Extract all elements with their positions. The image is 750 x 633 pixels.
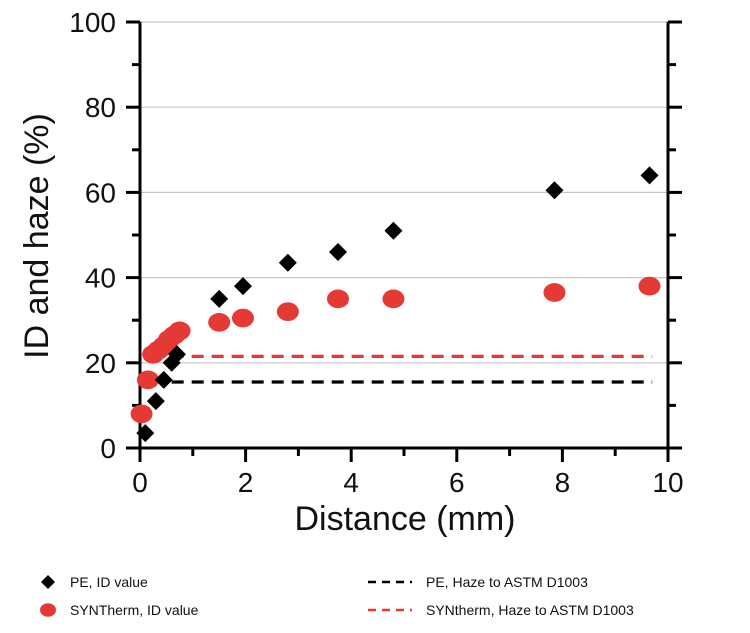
- pe-point-6: [233, 277, 252, 296]
- y-tick-label-60: 60: [85, 177, 116, 208]
- legend-marker-syntherm: [40, 603, 56, 617]
- legend-label-3: SYNtherm, Haze to ASTM D1003: [426, 602, 634, 618]
- tick-labels: 0 20 40 60 80 100 0 2 4 6 8 10: [69, 7, 683, 498]
- y-tick-label-0: 0: [100, 433, 116, 464]
- syntherm-point-10: [276, 302, 299, 322]
- y-tick-label-40: 40: [85, 263, 116, 294]
- legend-label-0: PE, ID value: [70, 574, 148, 590]
- syntherm-point-7: [168, 321, 191, 341]
- legend-label-2: PE, Haze to ASTM D1003: [426, 574, 588, 590]
- pe-point-11: [640, 166, 659, 185]
- pe-point-9: [384, 221, 403, 240]
- syntherm-point-13: [543, 283, 566, 302]
- pe-point-1: [146, 392, 165, 411]
- legend: PE, ID value SYNTherm, ID value PE, Haze t…: [40, 574, 634, 618]
- syntherm-point-12: [382, 289, 405, 309]
- pe-point-0: [136, 424, 155, 443]
- syntherm-point-9: [231, 308, 254, 328]
- x-tick-label-6: 6: [449, 467, 465, 498]
- x-tick-label-2: 2: [238, 467, 254, 498]
- x-tick-label-10: 10: [652, 467, 683, 498]
- y-tick-label-100: 100: [69, 7, 116, 38]
- syntherm-point-8: [208, 312, 231, 332]
- data-points: [130, 166, 661, 443]
- tick-marks: [126, 20, 682, 462]
- legend-label-1: SYNTherm, ID value: [70, 602, 199, 618]
- pe-point-10: [545, 181, 564, 200]
- legend-marker-pe: [41, 575, 55, 589]
- reference-lines: [171, 354, 653, 384]
- pe-point-8: [329, 243, 347, 262]
- pe-point-4: [167, 345, 186, 364]
- pe-point-7: [278, 253, 297, 272]
- syntherm-point-0: [130, 404, 153, 424]
- x-tick-label-0: 0: [132, 467, 148, 498]
- grid-lines: [140, 21, 668, 364]
- syntherm-point-14: [638, 276, 661, 296]
- axes: [138, 22, 670, 450]
- pe-point-2: [154, 370, 173, 389]
- x-tick-label-4: 4: [343, 467, 359, 498]
- syntherm-point-11: [327, 289, 349, 309]
- syntherm-point-1: [136, 370, 159, 390]
- y-axis-label: ID and haze (%): [18, 113, 56, 359]
- y-tick-label-20: 20: [85, 348, 116, 379]
- pe-point-5: [210, 289, 229, 308]
- x-tick-label-8: 8: [555, 467, 571, 498]
- x-axis-label: Distance (mm): [294, 500, 515, 538]
- y-tick-label-80: 80: [85, 92, 116, 123]
